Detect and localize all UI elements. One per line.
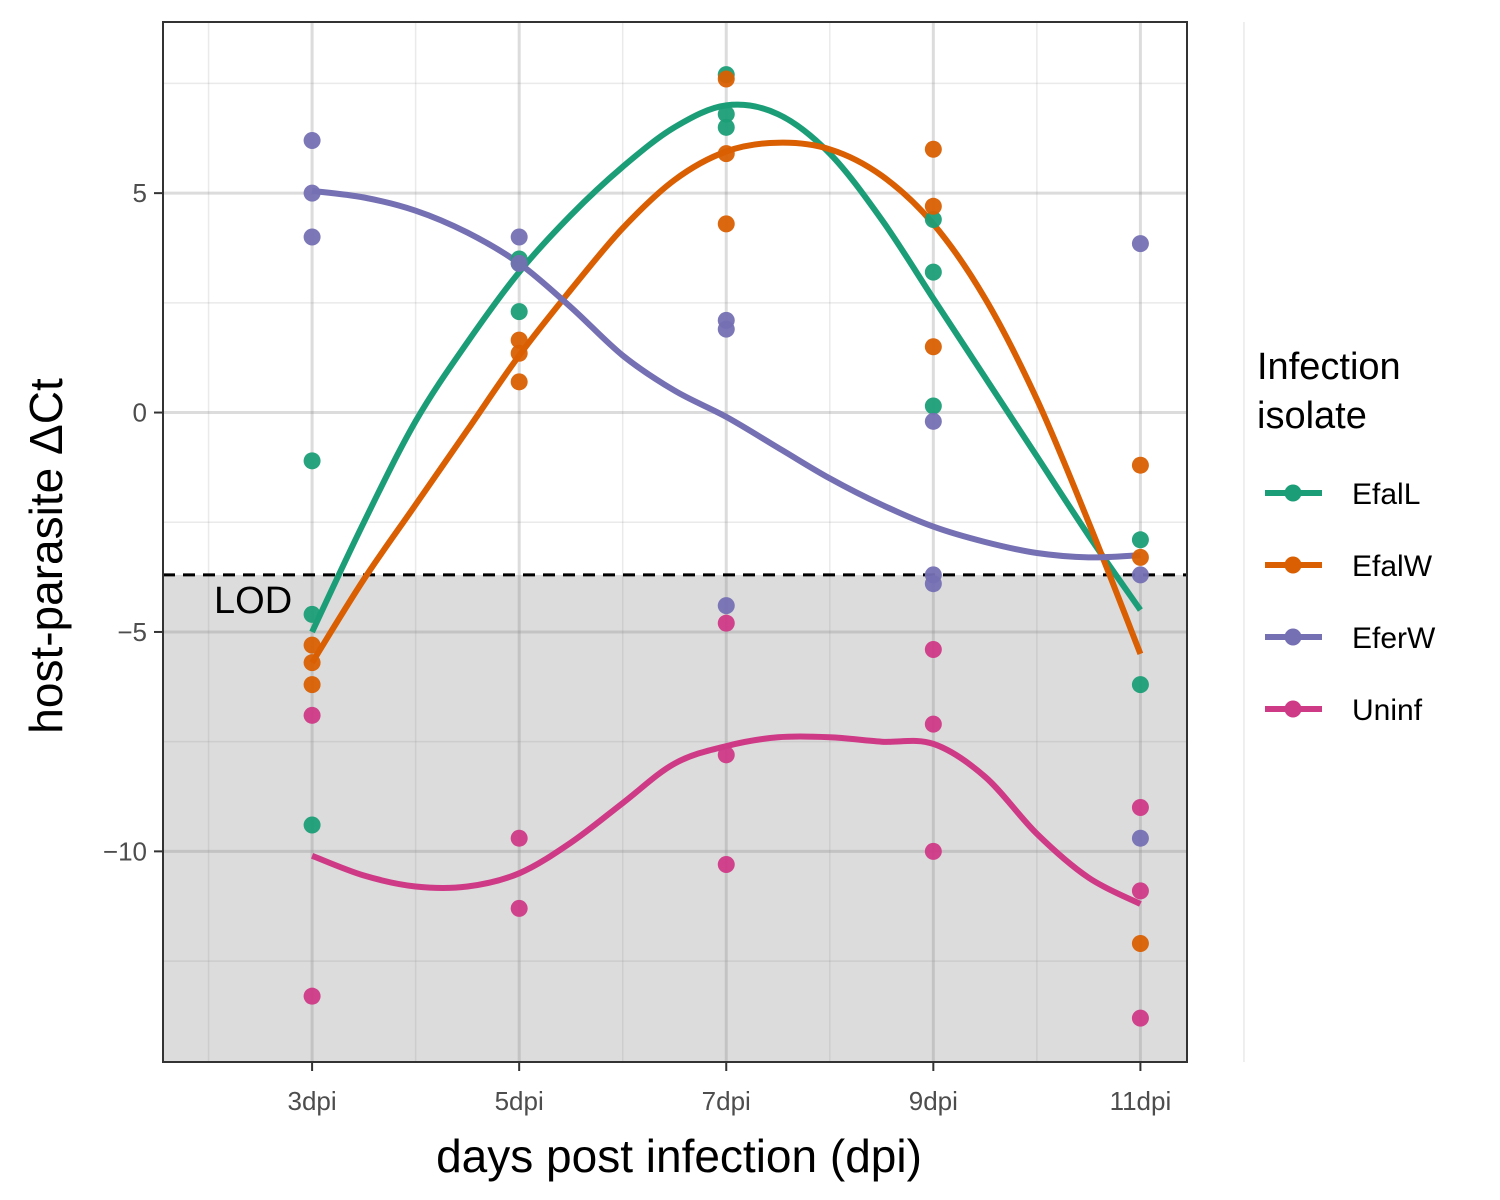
y-tick-label: 5 [133,178,147,208]
legend-label-uninf: Uninf [1352,694,1423,727]
data-point-efalw [303,636,321,654]
data-point-eferw [717,320,735,338]
lod-label: LOD [214,580,292,622]
data-point-efalw [717,145,735,163]
data-point-uninf [717,746,735,764]
legend: Infection isolate EfalL EfalW EferW Uninf [1257,346,1436,727]
lod-shade-layer [163,574,1187,1062]
data-point-uninf [1131,798,1149,816]
legend-label-efall: EfalL [1352,478,1420,511]
data-point-eferw [510,228,528,246]
lod-shade [163,574,1187,1062]
data-point-uninf [303,987,321,1005]
smooth-line-efall [309,101,1143,634]
data-point-efall [717,105,735,123]
y-axis-ticks: 5 0 −5 −10 [103,178,163,866]
data-point-efall [1131,531,1149,549]
legend-key-point-eferw [1284,628,1302,646]
data-point-efalw [1131,548,1149,566]
data-point-eferw [924,412,942,430]
data-point-eferw [303,228,321,246]
data-point-efalw [303,676,321,694]
lod-layer: LOD [163,573,1187,622]
data-point-uninf [510,829,528,847]
data-point-efalw [717,215,735,233]
y-tick-label: 0 [133,398,147,428]
data-point-uninf [510,899,528,917]
data-point-efalw [924,338,942,356]
data-point-uninf [717,614,735,632]
data-point-efalw [924,197,942,215]
data-point-efall [510,303,528,321]
data-point-efalw [717,70,735,88]
x-tick-label: 7dpi [702,1086,751,1116]
data-point-efall [1131,676,1149,694]
data-point-uninf [1131,1009,1149,1027]
x-tick-label: 5dpi [495,1086,544,1116]
legend-title-line2: isolate [1257,395,1367,437]
x-tick-label: 9dpi [909,1086,958,1116]
data-point-eferw [510,254,528,272]
data-point-uninf [924,715,942,733]
plot-border [162,21,1188,1063]
data-point-eferw [1131,566,1149,584]
legend-title-line1: Infection [1257,346,1401,388]
data-point-eferw [717,597,735,615]
data-point-uninf [717,856,735,874]
legend-key-point-efalw [1284,556,1302,574]
data-point-efall [303,605,321,623]
y-tick-label: −10 [103,836,147,866]
legend-label-efalw: EfalW [1352,550,1433,583]
legend-key-point-efall [1284,484,1302,502]
data-point-efall [924,263,942,281]
data-point-efalw [510,373,528,391]
data-point-efalw [924,140,942,158]
y-axis-title: host-parasite ΔCt [20,378,72,734]
legend-key-point-uninf [1284,700,1302,718]
data-point-efall [717,118,735,136]
data-point-eferw [924,575,942,593]
data-point-efall [924,210,942,228]
data-point-eferw [1131,235,1149,253]
data-point-efall [303,816,321,834]
data-point-eferw [303,184,321,202]
x-tick-label: 3dpi [288,1086,337,1116]
data-point-efall [303,452,321,470]
legend-items: EfalL EfalW EferW Uninf [1265,478,1436,727]
data-points [303,66,1149,1027]
data-point-uninf [924,641,942,659]
data-point-eferw [1131,829,1149,847]
data-point-eferw [303,131,321,149]
data-point-uninf [1131,882,1149,900]
data-point-uninf [303,706,321,724]
data-point-efalw [1131,456,1149,474]
data-point-efalw [510,331,528,349]
smooth-line-uninf [311,733,1142,907]
data-point-efalw [510,344,528,362]
x-axis-title: days post infection (dpi) [436,1130,922,1182]
data-point-uninf [924,842,942,860]
x-axis-ticks: 3dpi 5dpi 7dpi 9dpi 11dpi [288,1062,1172,1116]
smooth-line-eferw [311,187,1141,561]
y-tick-label: −5 [117,617,147,647]
data-point-efalw [1131,935,1149,953]
legend-label-eferw: EferW [1352,622,1436,655]
data-point-efall [924,397,942,415]
x-tick-label: 11dpi [1110,1086,1172,1116]
data-point-efalw [303,654,321,672]
